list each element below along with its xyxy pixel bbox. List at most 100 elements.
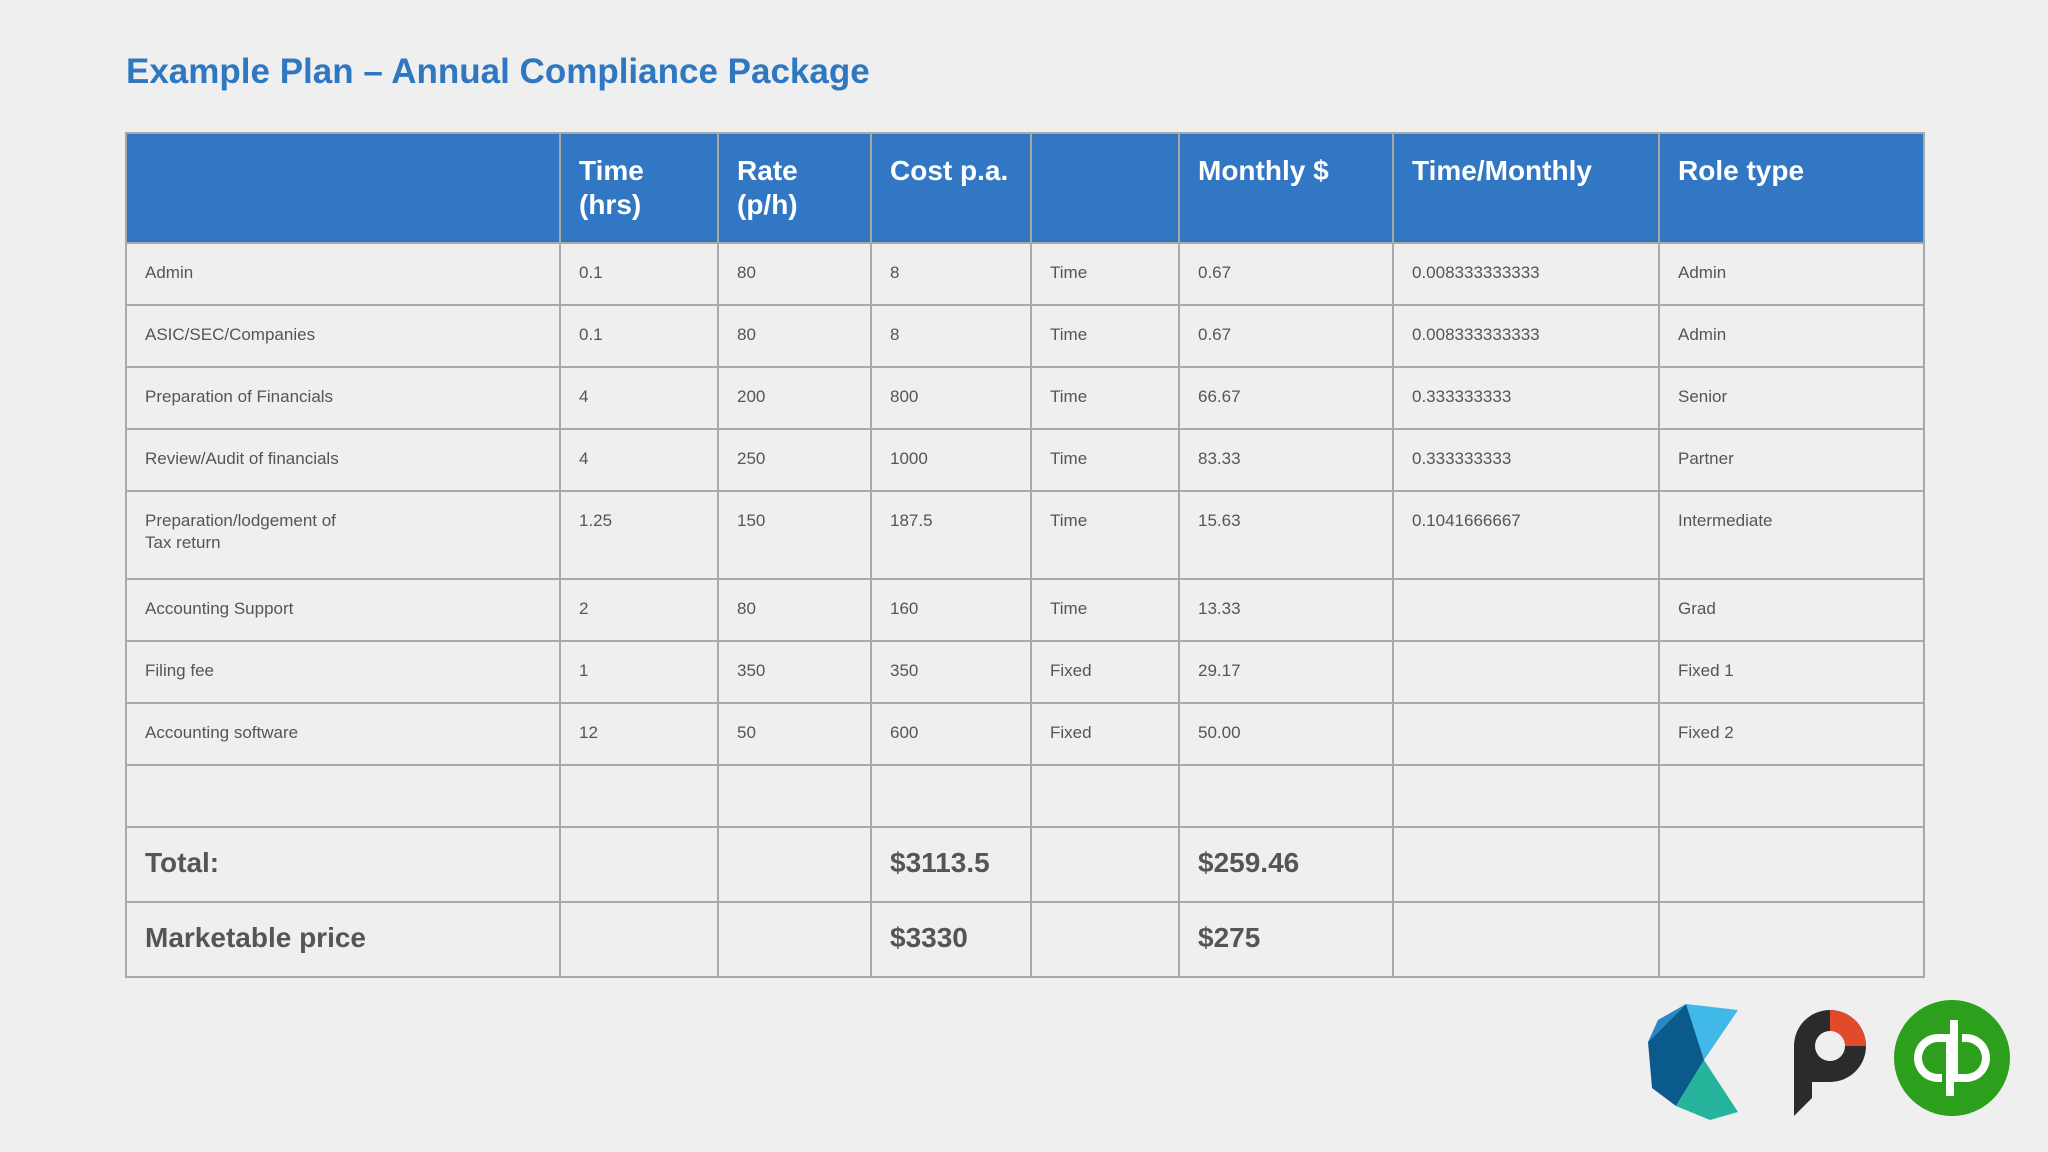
cell-time: 0.1 [559,304,719,368]
cell-time-monthly: 0.1041666667 [1392,490,1660,580]
plan-table: Time (hrs) Rate (p/h) Cost p.a. Monthly … [125,132,1925,978]
cell-rate: 350 [717,640,872,704]
cell-role-type [1658,826,1925,903]
cell-item: ASIC/SEC/Companies [125,304,561,368]
cell-cost: 350 [870,640,1032,704]
cell-time: 1 [559,640,719,704]
cell-item: Filing fee [125,640,561,704]
cell-item: Preparation/lodgement of Tax return [125,490,561,580]
cell-time-monthly [1392,640,1660,704]
partner-logos [1646,998,2012,1122]
table-header-row: Time (hrs) Rate (p/h) Cost p.a. Monthly … [125,132,1925,244]
table-row: Review/Audit of financials 4 250 1000 Ti… [125,428,1925,492]
table-row: Accounting Support 2 80 160 Time 13.33 G… [125,578,1925,642]
header-monthly: Monthly $ [1178,132,1394,244]
cell-cost: 160 [870,578,1032,642]
cell-time-monthly: 0.008333333333 [1392,242,1660,306]
total-monthly: $259.46 [1178,826,1394,903]
cell-time: 0.1 [559,242,719,306]
cell-rate: 80 [717,578,872,642]
cell-time-monthly [1392,901,1660,978]
quickbooks-logo-icon [1894,1000,2010,1116]
cell-cost: 187.5 [870,490,1032,580]
header-rate: Rate (p/h) [717,132,872,244]
cell-type: Fixed [1030,702,1180,766]
cell-rate: 150 [717,490,872,580]
cell-rate: 200 [717,366,872,430]
cell-monthly: 0.67 [1178,304,1394,368]
cell-rate: 80 [717,304,872,368]
cell-item: Accounting Support [125,578,561,642]
cell-monthly [1178,764,1394,828]
cell-monthly: 15.63 [1178,490,1394,580]
table-row: Admin 0.1 80 8 Time 0.67 0.008333333333 … [125,242,1925,306]
header-time: Time (hrs) [559,132,719,244]
cell-cost: 1000 [870,428,1032,492]
cell-item: Preparation of Financials [125,366,561,430]
cell-role-type: Admin [1658,242,1925,306]
cell-type [1030,764,1180,828]
cell-type [1030,901,1180,978]
cell-monthly: 83.33 [1178,428,1394,492]
cell-role-type: Senior [1658,366,1925,430]
cell-time-monthly: 0.333333333 [1392,366,1660,430]
cell-rate [717,826,872,903]
cell-cost: 800 [870,366,1032,430]
practice-software-logo-icon [1794,1010,1866,1116]
cell-role-type [1658,764,1925,828]
cell-role-type: Partner [1658,428,1925,492]
cell-type: Time [1030,490,1180,580]
header-type [1030,132,1180,244]
cell-monthly: 66.67 [1178,366,1394,430]
table-row: ASIC/SEC/Companies 0.1 80 8 Time 0.67 0.… [125,304,1925,368]
cell-type: Fixed [1030,640,1180,704]
cell-cost [870,764,1032,828]
cell-time-monthly [1392,578,1660,642]
cell-type: Time [1030,304,1180,368]
table-row: Accounting software 12 50 600 Fixed 50.0… [125,702,1925,766]
cell-cost: 8 [870,304,1032,368]
cell-type: Time [1030,578,1180,642]
cell-time-monthly: 0.333333333 [1392,428,1660,492]
cell-monthly: 13.33 [1178,578,1394,642]
cell-time: 12 [559,702,719,766]
header-item [125,132,561,244]
cell-type: Time [1030,428,1180,492]
total-label: Total: [125,826,561,903]
marketable-cost: $3330 [870,901,1032,978]
cell-role-type: Intermediate [1658,490,1925,580]
cell-role-type [1658,901,1925,978]
cell-cost: 8 [870,242,1032,306]
table-row: Filing fee 1 350 350 Fixed 29.17 Fixed 1 [125,640,1925,704]
header-time-monthly: Time/Monthly [1392,132,1660,244]
page-title: Example Plan – Annual Compliance Package [126,52,870,91]
cell-rate: 50 [717,702,872,766]
cell-time-monthly: 0.008333333333 [1392,304,1660,368]
cell-rate [717,901,872,978]
cell-role-type: Grad [1658,578,1925,642]
cell-rate: 80 [717,242,872,306]
marketable-price-label: Marketable price [125,901,561,978]
cell-time: 2 [559,578,719,642]
table-row [125,764,1925,828]
cell-monthly: 50.00 [1178,702,1394,766]
cell-cost: 600 [870,702,1032,766]
cell-role-type: Admin [1658,304,1925,368]
marketable-monthly: $275 [1178,901,1394,978]
total-cost: $3113.5 [870,826,1032,903]
marketable-price-row: Marketable price $3330 $275 [125,901,1925,978]
cell-item [125,764,561,828]
cell-role-type: Fixed 2 [1658,702,1925,766]
cell-monthly: 0.67 [1178,242,1394,306]
cell-type: Time [1030,242,1180,306]
cell-monthly: 29.17 [1178,640,1394,704]
cell-time [559,826,719,903]
cell-time: 4 [559,428,719,492]
cell-type [1030,826,1180,903]
header-cost: Cost p.a. [870,132,1032,244]
total-row: Total: $3113.5 $259.46 [125,826,1925,903]
table-row: Preparation/lodgement of Tax return 1.25… [125,490,1925,580]
cell-role-type: Fixed 1 [1658,640,1925,704]
cell-item: Review/Audit of financials [125,428,561,492]
cell-rate [717,764,872,828]
